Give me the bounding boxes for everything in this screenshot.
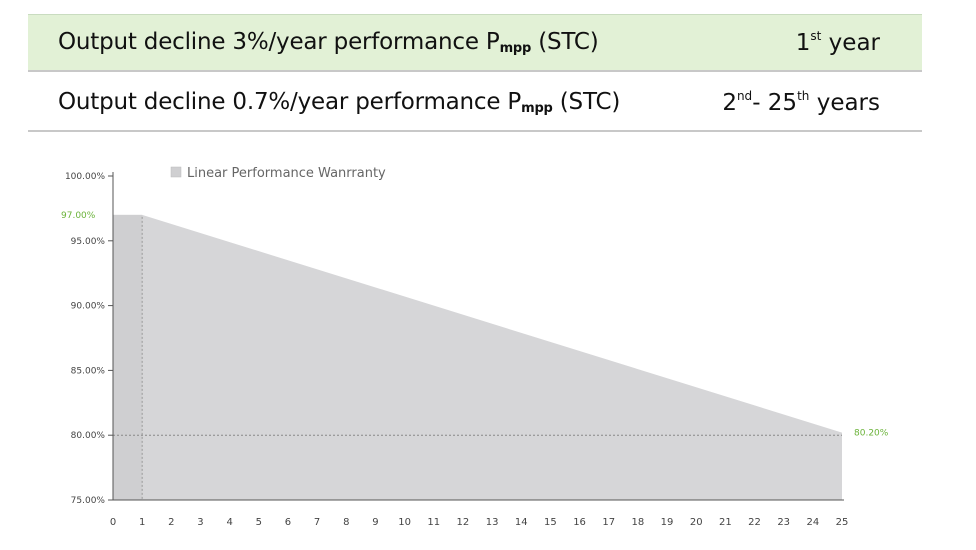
label-subscript: mpp [521, 100, 553, 116]
legend-label: Linear Performance Wanrranty [187, 166, 386, 181]
x-tick-label: 9 [372, 517, 378, 528]
y-tick-label: 100.00% [65, 172, 105, 182]
y-tick-label: 80.00% [71, 431, 106, 441]
years-suffix: year [821, 30, 880, 56]
row-label: Output decline 0.7%/year performance Pmp… [28, 89, 620, 116]
y-tick-label: 95.00% [71, 237, 106, 247]
label-main: Output decline 3%/year performance P [58, 29, 500, 55]
x-tick-label: 11 [427, 517, 440, 528]
years-superscript: st [810, 29, 822, 43]
x-tick-label: 19 [661, 517, 674, 528]
row-years: 2nd- 25th years [722, 89, 922, 116]
x-tick-label: 25 [836, 517, 849, 528]
x-tick-label: 18 [632, 517, 645, 528]
x-tick-label: 17 [602, 517, 615, 528]
x-tick-label: 23 [777, 517, 790, 528]
x-tick-label: 2 [168, 517, 174, 528]
years-superscript-end: th [797, 88, 810, 103]
x-tick-label: 22 [748, 517, 761, 528]
label-tail: (STC) [552, 88, 621, 115]
x-tick-label: 24 [806, 517, 819, 528]
x-tick-label: 5 [256, 517, 262, 528]
x-tick-label: 8 [343, 517, 349, 528]
x-tick-label: 15 [544, 517, 557, 528]
x-tick-label: 6 [285, 517, 291, 528]
x-tick-label: 4 [226, 517, 232, 528]
x-tick-label: 16 [573, 517, 586, 528]
y-tick-label: 75.00% [71, 496, 106, 506]
years-prefix: 2 [722, 89, 737, 116]
x-tick-label: 7 [314, 517, 320, 528]
x-tick-label: 3 [197, 517, 203, 528]
x-tick-label: 0 [110, 517, 116, 528]
x-tick-label: 21 [719, 517, 732, 528]
header-row-later-years: Output decline 0.7%/year performance Pmp… [28, 74, 922, 132]
x-tick-label: 10 [398, 517, 411, 528]
x-tick-label: 12 [457, 517, 470, 528]
label-tail: (STC) [531, 29, 599, 55]
x-tick-label: 20 [690, 517, 703, 528]
annotation-start-value: 97.00% [61, 211, 96, 221]
row-label: Output decline 3%/year performance Pmpp … [28, 29, 599, 56]
header-row-first-year: Output decline 3%/year performance Pmpp … [28, 14, 922, 72]
years-separator: - 25 [752, 89, 798, 116]
y-tick-label: 85.00% [71, 366, 106, 376]
area-first-year-band [113, 214, 143, 500]
x-tick-label: 14 [515, 517, 528, 528]
label-subscript: mpp [499, 41, 532, 56]
area-series-performance [113, 214, 842, 500]
annotation-end-value: 80.20% [854, 429, 889, 439]
row-years: 1st year [796, 29, 922, 56]
label-main: Output decline 0.7%/year performance P [58, 88, 522, 115]
years-suffix: years [809, 89, 880, 116]
x-tick-label: 1 [139, 517, 145, 528]
x-tick-label: 13 [486, 517, 499, 528]
legend-swatch [170, 166, 182, 178]
y-tick-label: 90.00% [71, 302, 106, 312]
years-prefix: 1 [795, 30, 811, 56]
years-superscript-start: nd [736, 88, 753, 103]
